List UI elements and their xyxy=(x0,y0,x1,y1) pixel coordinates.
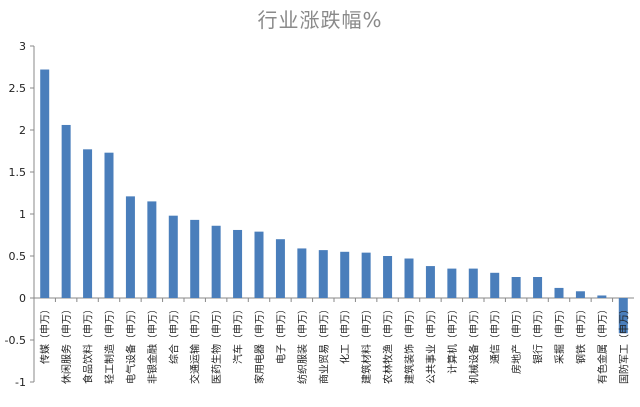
category-label: 计算机（申万） xyxy=(446,304,459,374)
y-tick-label: 2 xyxy=(19,124,26,137)
category-label: 休闲服务（申万） xyxy=(60,304,73,384)
category-label: 机械设备（申万） xyxy=(467,304,480,384)
y-tick-label: 3 xyxy=(19,40,26,53)
y-tick-label: 1.5 xyxy=(9,166,27,179)
bar xyxy=(147,201,157,298)
bar xyxy=(490,272,500,298)
bar xyxy=(297,248,307,298)
y-tick-label: 0.5 xyxy=(9,250,27,263)
category-label: 食品饮料（申万） xyxy=(82,304,95,384)
category-label: 有色金属（申万） xyxy=(596,304,609,384)
category-label: 医药生物（申万） xyxy=(210,304,223,384)
category-label: 建筑装饰（申万） xyxy=(403,304,416,384)
y-tick-label: -0.5 xyxy=(5,334,26,347)
chart-title: 行业涨跌幅% xyxy=(257,8,383,32)
category-label: 非银金融（申万） xyxy=(146,304,159,384)
category-label: 汽车（申万） xyxy=(232,304,245,364)
category-label: 家用电器（申万） xyxy=(253,304,266,384)
bar xyxy=(61,124,71,299)
bar xyxy=(533,277,543,298)
category-label: 银行（申万） xyxy=(532,304,545,364)
category-label: 电气设备（申万） xyxy=(124,304,137,384)
category-label: 房地产（申万） xyxy=(510,304,523,374)
category-label: 农林牧渔（申万） xyxy=(382,304,395,384)
bar xyxy=(575,291,585,298)
bar xyxy=(168,215,178,298)
bar xyxy=(318,250,328,298)
bar xyxy=(104,152,114,298)
bar xyxy=(361,252,371,298)
bar xyxy=(404,258,414,298)
bar xyxy=(83,149,93,298)
bar xyxy=(618,298,628,334)
category-label: 通信（申万） xyxy=(489,304,502,364)
y-tick-label: -1 xyxy=(15,376,26,389)
category-label: 电子（申万） xyxy=(274,304,287,364)
bar xyxy=(597,295,607,298)
category-label: 传媒（申万） xyxy=(39,304,52,364)
bar xyxy=(254,231,264,298)
category-label: 交通运输（申万） xyxy=(189,304,202,384)
category-label: 综合（申万） xyxy=(167,304,180,364)
bar xyxy=(511,277,521,298)
bars xyxy=(40,69,628,334)
bar xyxy=(190,219,200,298)
bar xyxy=(554,287,564,298)
category-label: 国防军工（申万） xyxy=(617,304,630,384)
y-tick-label: 1 xyxy=(19,208,26,221)
category-label: 纺织服装（申万） xyxy=(296,304,309,384)
bar xyxy=(468,268,478,298)
y-tick-label: 2.5 xyxy=(9,82,27,95)
category-label: 钢铁（申万） xyxy=(574,304,587,364)
category-label: 商业贸易（申万） xyxy=(317,304,330,384)
bar xyxy=(340,251,350,298)
bar xyxy=(40,69,50,299)
y-tick-label: 0 xyxy=(19,292,26,305)
bar xyxy=(275,239,285,298)
category-labels: 传媒（申万） 休闲服务（申万） 食品饮料（申万） 轻工制造（申万） 电气设备（申万） 非银… xyxy=(33,298,630,384)
bar xyxy=(447,268,457,298)
bar xyxy=(211,225,221,298)
bar xyxy=(125,196,135,298)
category-label: 建筑材料（申万） xyxy=(360,304,373,384)
bar xyxy=(425,266,435,298)
category-label: 公共事业（申万） xyxy=(424,304,437,384)
category-label: 轻工制造（申万） xyxy=(103,304,116,384)
bar xyxy=(383,256,393,298)
category-label: 采掘（申万） xyxy=(553,304,566,364)
category-label: 化工（申万） xyxy=(339,304,352,364)
bar xyxy=(233,229,243,298)
